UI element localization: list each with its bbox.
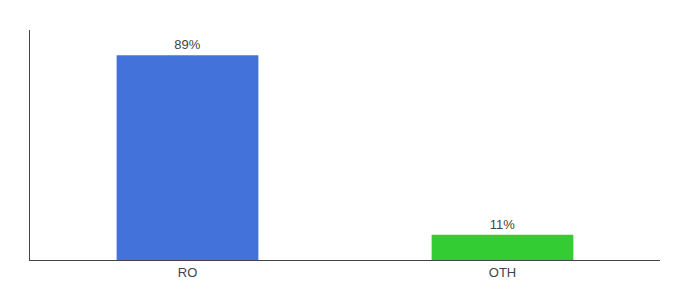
svg-text:89%: 89% xyxy=(174,37,200,52)
svg-text:RO: RO xyxy=(178,265,198,280)
svg-text:11%: 11% xyxy=(490,217,515,232)
svg-text:OTH: OTH xyxy=(489,265,516,280)
